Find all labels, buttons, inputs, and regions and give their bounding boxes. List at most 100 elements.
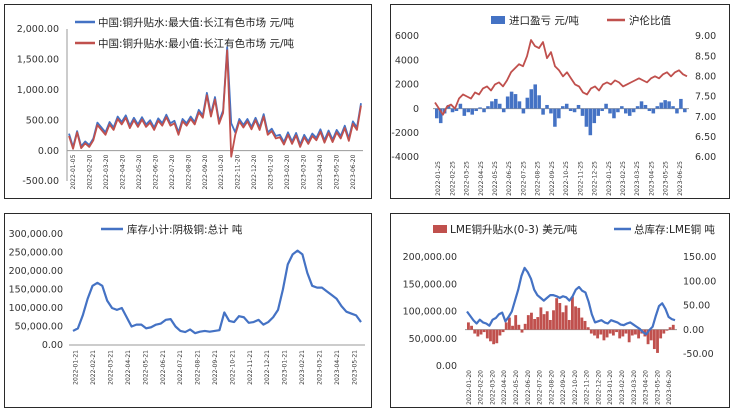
bar-lme-premium — [517, 324, 521, 330]
x-tick-label: 2023-03-25 — [634, 161, 641, 196]
bar-import-profit — [482, 108, 486, 113]
chart-panel-yangtze-premium: 中国:铜升贴水:最大值:长江有色市场 元/吨 中国:铜升贴水:最小值:长江有色市… — [4, 4, 372, 199]
y-tick-label: 50,000.00 — [15, 322, 63, 333]
bar-lme-premium — [533, 319, 537, 330]
bar-import-profit — [466, 108, 471, 113]
bar-import-profit — [612, 108, 616, 119]
bar-import-profit — [588, 108, 593, 136]
bar-import-profit — [561, 106, 565, 109]
series-line-min — [68, 49, 362, 158]
bar-import-profit — [627, 108, 632, 116]
bar-import-profit — [501, 108, 506, 113]
bar-import-profit — [635, 106, 640, 109]
bar-lme-premium — [599, 329, 603, 335]
bar-import-profit — [592, 108, 597, 124]
bar-import-profit — [462, 108, 467, 116]
bar-import-profit — [549, 108, 553, 114]
y-tick-label-right: 9.00 — [695, 31, 716, 42]
bar-lme-premium — [634, 329, 637, 335]
bar-import-profit — [651, 108, 656, 114]
bar-import-profit — [663, 100, 667, 109]
bar-import-profit — [541, 108, 545, 115]
bar-import-profit — [505, 96, 510, 109]
x-tick-label: 2022-12-21 — [264, 350, 271, 385]
bar-lme-premium — [561, 312, 565, 330]
bar-lme-premium — [526, 315, 530, 330]
bar-import-profit — [498, 103, 502, 109]
chart-svg-lme: LME铜升贴水(0-3) 美元/吨 总库存:LME铜 吨 0.00 50,000.… — [403, 223, 717, 405]
chart-panel-inventory: 库存小计:阴极铜:总计 吨 0.00 50,000.00 100,000.00 150… — [4, 213, 372, 408]
x-tick-label: 2022-01-21 — [73, 350, 80, 385]
x-tick-label: 2022-03-20 — [489, 370, 496, 405]
bar-lme-premium — [470, 325, 473, 330]
bar-lme-premium — [548, 319, 552, 330]
bar-import-profit — [545, 104, 549, 109]
series-line-ratio — [434, 39, 688, 116]
chart-svg-yangtze-premium: 中国:铜升贴水:最大值:长江有色市场 元/吨 中国:铜升贴水:最小值:长江有色市… — [17, 16, 363, 189]
bar-lme-premium — [501, 329, 505, 333]
bar-lme-premium — [627, 329, 631, 343]
y-tick-label-right: 50.00 — [683, 301, 710, 312]
y-tick-label-right: 150.00 — [683, 252, 716, 263]
bar-import-profit — [620, 106, 624, 109]
bar-import-profit — [458, 103, 463, 109]
bar-lme-premium — [476, 329, 480, 337]
y-tick-label-left: 6000 — [395, 31, 419, 42]
bar-lme-premium — [539, 307, 543, 330]
bar-lme-premium — [615, 329, 618, 333]
bar-lme-premium — [583, 320, 587, 330]
bar-lme-premium — [580, 317, 584, 330]
bar-lme-premium — [492, 329, 496, 345]
bar-import-profit — [675, 108, 679, 114]
bar-lme-premium — [608, 329, 612, 334]
x-tick-label: 2022-07-25 — [520, 161, 527, 196]
y-tick-label-right: 6.50 — [695, 132, 716, 143]
legend: 库存小计:阴极铜:总计 吨 — [101, 223, 243, 236]
x-tick-label: 2022-09-21 — [212, 350, 219, 385]
x-tick-label: 2022-05-25 — [492, 161, 499, 196]
bar-lme-premium — [555, 298, 559, 330]
bar-lme-premium — [482, 329, 486, 333]
x-tick-label: 2022-12-25 — [592, 161, 599, 196]
bar-lme-premium — [574, 306, 577, 330]
y-tick-label-right: 7.00 — [695, 112, 716, 123]
x-tick-label: 2022-12-20 — [595, 370, 602, 405]
bar-lme-premium — [652, 329, 656, 350]
y-tick-label-right: 8.00 — [695, 72, 716, 83]
bar-import-profit — [478, 107, 482, 109]
legend-label-max: 中国:铜升贴水:最大值:长江有色市场 元/吨 — [98, 16, 294, 29]
bar-import-profit — [435, 108, 439, 119]
legend-label-import-profit: 进口盈亏 元/吨 — [509, 14, 579, 27]
x-tick-label: 2023-06-20 — [666, 370, 673, 405]
bar-import-profit — [596, 108, 600, 116]
y-tick-label-right: 0.00 — [683, 325, 704, 336]
chart-svg-inventory: 库存小计:阴极铜:总计 吨 0.00 50,000.00 100,000.00 150… — [9, 223, 365, 385]
x-tick-label: 2022-09-25 — [549, 161, 556, 196]
x-tick-label: 2022-07-20 — [169, 154, 176, 189]
x-tick-label: 2022-03-20 — [103, 154, 110, 189]
bar-import-profit — [490, 101, 494, 109]
x-tick-label: 2022-06-21 — [160, 350, 167, 385]
y-tick-label: 1,000.00 — [17, 85, 59, 96]
x-tick-label: 2023-05-20 — [333, 154, 340, 189]
x-tick-label: 2023-01-20 — [268, 154, 275, 189]
bar-lme-premium — [586, 327, 590, 330]
x-tick-label: 2022-11-20 — [235, 154, 242, 189]
bar-lme-premium — [523, 323, 527, 330]
x-tick-label: 2022-10-20 — [572, 370, 579, 405]
y-tick-label: 250,000.00 — [9, 248, 63, 259]
bar-lme-premium — [577, 307, 581, 330]
bar-lme-premium — [596, 329, 600, 339]
bar-lme-premium — [479, 329, 483, 335]
bar-lme-premium — [567, 319, 571, 330]
y-tick-label: 200,000.00 — [9, 266, 63, 277]
x-tick-label: 2022-03-25 — [464, 161, 471, 196]
series-line-lme-stock — [466, 266, 676, 336]
x-tick-label: 2022-04-25 — [478, 161, 485, 196]
y-tick-label-left: -2000 — [391, 128, 419, 139]
x-tick-label: 2023-05-20 — [654, 370, 661, 405]
x-tick-label: 2022-07-21 — [177, 350, 184, 385]
x-tick-label: 2022-10-21 — [229, 350, 236, 385]
x-tick-label: 2023-03-20 — [300, 154, 307, 189]
bar-lme-premium — [489, 329, 492, 342]
